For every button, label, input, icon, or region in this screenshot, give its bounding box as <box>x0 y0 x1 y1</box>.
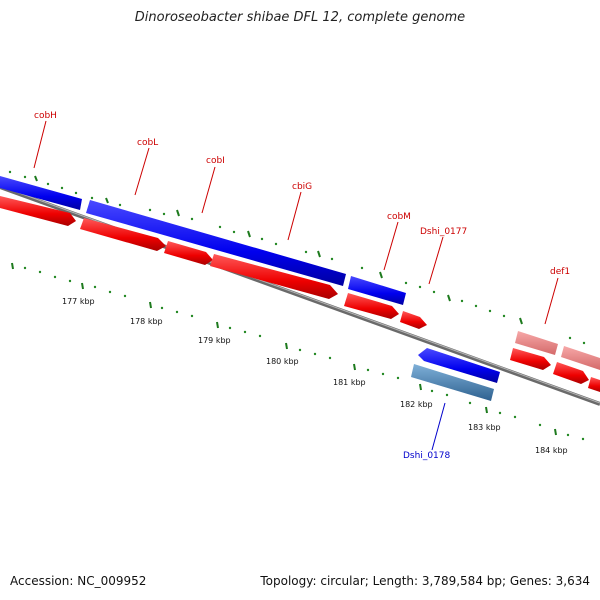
gene-label-cobI[interactable]: cobI <box>206 156 225 166</box>
gene-block-cobH[interactable] <box>0 176 82 210</box>
cds-arrow-cobI[interactable] <box>164 241 213 265</box>
genome-summary: Topology: circular; Length: 3,789,584 bp… <box>260 574 590 588</box>
cds-arrow-def1-a[interactable] <box>510 348 551 370</box>
ruler-label-181: 181 kbp <box>333 378 366 387</box>
ruler-label-180: 180 kbp <box>266 357 299 366</box>
genome-backbone <box>0 185 600 406</box>
gene-track-blue <box>0 176 600 370</box>
ruler-label-178: 178 kbp <box>130 317 163 326</box>
ruler-label-184: 184 kbp <box>535 446 568 455</box>
ruler-track <box>23 266 585 441</box>
gene-label-dshi0178[interactable]: Dshi_0178 <box>403 451 451 461</box>
cds-arrow-edge[interactable] <box>588 377 600 392</box>
gene-label-cobM[interactable]: cobM <box>387 212 411 222</box>
gene-label-def1[interactable]: def1 <box>550 267 570 277</box>
gene-label-cobL[interactable]: cobL <box>137 138 158 148</box>
accession-label: Accession: NC_009952 <box>10 574 147 588</box>
cds-arrow-cobL[interactable] <box>80 218 166 251</box>
gene-label-cobH[interactable]: cobH <box>34 111 57 121</box>
cds-arrow-dshi0178[interactable] <box>418 348 500 383</box>
ruler-label-177: 177 kbp <box>62 297 95 306</box>
ruler-label-179: 179 kbp <box>198 336 231 345</box>
map-title: Dinoroseobacter shibae DFL 12, complete … <box>134 10 466 25</box>
gene-label-dshi0177[interactable]: Dshi_0177 <box>420 227 467 237</box>
cds-arrow-def1-b[interactable] <box>553 362 589 384</box>
cds-arrow-cbiG[interactable] <box>210 254 338 299</box>
cds-arrow-dshi0177[interactable] <box>400 311 427 329</box>
ruler-label-182: 182 kbp <box>400 400 433 409</box>
cds-arrow-cobH[interactable] <box>0 196 76 226</box>
outer-tick-track <box>8 170 586 345</box>
cds-track-red <box>0 196 600 392</box>
gene-block-cobM[interactable] <box>348 276 406 305</box>
gene-label-cbiG[interactable]: cbiG <box>292 182 312 192</box>
gene-block-def1-b[interactable] <box>561 346 600 370</box>
gene-block-dshi0178[interactable] <box>411 364 494 401</box>
gene-block-def1-a[interactable] <box>515 331 558 355</box>
cds-arrow-cobM[interactable] <box>344 293 399 319</box>
ruler-label-183: 183 kbp <box>468 423 501 432</box>
gene-block-cobL-cbiG[interactable] <box>86 200 346 286</box>
